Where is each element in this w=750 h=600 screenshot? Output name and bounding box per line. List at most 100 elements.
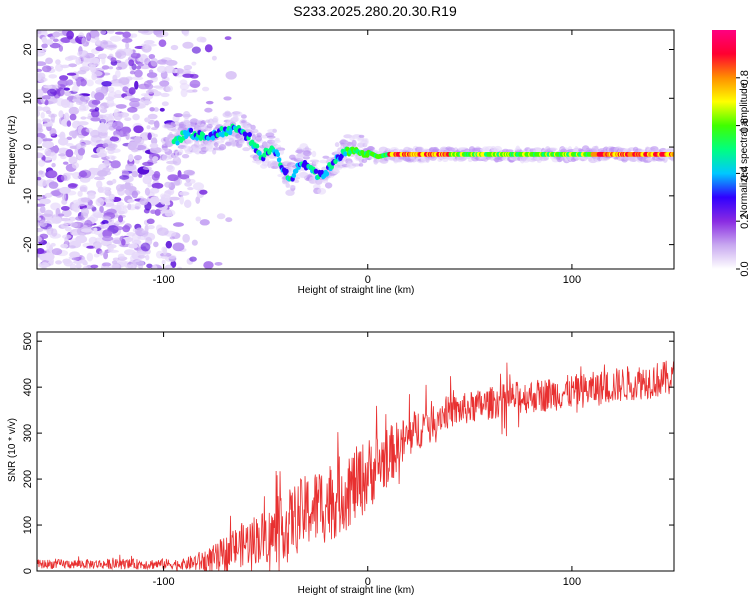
spectrogram-noise-blob (37, 119, 42, 124)
spectrogram-halo-blob (167, 125, 177, 131)
spectrogram-noise-blob (148, 53, 156, 60)
spectrogram-noise-blob (119, 175, 130, 180)
spectrogram-halo-blob (358, 163, 364, 167)
spectrogram-noise-blob (94, 36, 100, 41)
spectrogram-noise-blob (43, 252, 55, 261)
spectrogram-noise-blob (77, 190, 83, 197)
spectrogram-noise-blob (60, 205, 70, 211)
spectrogram-noise-blob (48, 181, 59, 189)
spectrogram-noise-blob (37, 173, 44, 178)
spectrogram-noise-blob (39, 233, 49, 240)
spectrogram-noise-blob (110, 263, 120, 269)
spectrogram-noise-blob (70, 222, 78, 228)
spectrogram-noise-blob (79, 78, 87, 87)
spectrogram-halo-blob (161, 154, 171, 161)
spectrogram-halo-blob (358, 134, 365, 138)
spectrogram-noise-blob (60, 64, 70, 69)
spectrogram-noise-blob (66, 120, 72, 127)
spectrogram-noise-blob (49, 128, 57, 137)
spectrogram-noise-blob (92, 241, 102, 250)
colorbar-tick-label: 0.0 (739, 261, 750, 276)
spectrogram-noise-blob (128, 59, 135, 67)
spectrogram-noise-blob (101, 262, 112, 267)
spectrogram-noise-blob (52, 31, 61, 38)
spectrogram-noise-blob (131, 141, 138, 148)
spectrogram-halo-blob (250, 124, 256, 130)
spectrogram-noise-blob (147, 113, 158, 120)
spectrogram-noise-blob (103, 251, 109, 260)
spectrogram-noise-blob (41, 95, 51, 100)
snr-y-tick-label: 300 (22, 424, 34, 442)
spectrogram-noise-blob (223, 96, 232, 101)
spectrogram-noise-blob (107, 91, 118, 100)
spectrogram-halo-blob (240, 114, 247, 119)
spectrogram-halo-blob (212, 116, 219, 123)
spectrogram-noise-blob (52, 38, 59, 43)
spectrogram-noise-blob (116, 51, 122, 59)
spectrogram-noise-blob (99, 205, 104, 214)
spectrogram-noise-blob (51, 84, 61, 88)
spectrogram-noise-blob (66, 101, 74, 109)
spectrogram-noise-blob (78, 259, 85, 264)
spectrogram-noise-blob (138, 173, 143, 178)
spectrogram-noise-blob (142, 175, 152, 185)
spectrogram-noise-blob (142, 100, 152, 105)
spectrogram-noise-blob (37, 89, 44, 98)
spectrogram-noise-blob (69, 251, 81, 259)
spectrogram-noise-blob (48, 245, 54, 253)
snr-y-tick-label: 0 (22, 568, 34, 574)
spectrogram-noise-blob (156, 59, 169, 65)
spectrogram-noise-blob (94, 92, 105, 101)
spectrogram-noise-blob (90, 264, 99, 269)
spectrogram-noise-blob (108, 103, 117, 107)
spectrogram-noise-blob (132, 113, 140, 121)
spectrogram-noise-blob (101, 65, 110, 70)
snr-x-ticks: -100 0 100 (153, 332, 581, 588)
spectrogram-noise-blob (122, 225, 131, 233)
spectrogram-noise-blob (152, 156, 159, 161)
spectrogram-noise-blob (37, 227, 44, 233)
spectrogram-noise-blob (37, 147, 45, 151)
spectrogram-noise-blob (50, 113, 56, 123)
snr-y-tick-label: 100 (22, 516, 34, 534)
spectrogram-noise-blob (121, 38, 133, 43)
spectrogram-halo-blob (505, 149, 514, 153)
spectrogram-halo-blob (160, 147, 170, 152)
spectrogram-noise-blob (149, 187, 160, 194)
spectrogram-noise-blob (99, 30, 107, 35)
spectrogram-noise-blob (162, 247, 168, 255)
spectrogram-noise-blob (148, 69, 154, 74)
spectrogram-noise-blob (125, 42, 130, 49)
colorbar-tick-label: 0.2 (739, 214, 750, 229)
spectrogram-trace-cell (247, 131, 252, 138)
spectrogram-noise-blob (153, 133, 158, 138)
spectrogram-halo-blob (288, 184, 296, 189)
spectrogram-noise-blob (182, 73, 194, 78)
spectrogram-noise-blob (151, 127, 158, 131)
spectrogram-halo-blob (447, 147, 456, 152)
spectrogram-noise-blob (95, 86, 107, 94)
spectrogram-noise-blob (58, 110, 64, 118)
spectrogram-halo-blob (183, 119, 191, 124)
spectrogram-noise-blob (183, 169, 195, 176)
spectrogram-trace-cell (343, 151, 348, 157)
spectrogram-noise-blob (62, 161, 69, 165)
spectrogram-noise-blob (75, 235, 88, 244)
spectrogram-halo-blob (178, 148, 184, 155)
spectrogram-halo-blob (317, 187, 327, 195)
spectrogram-noise-blob (161, 101, 169, 107)
snr-x-label: Height of straight line (km) (298, 585, 415, 596)
spectrogram-noise-blob (146, 125, 151, 130)
chart-title: S233.2025.280.20.30.R19 (293, 3, 457, 19)
spectrogram-noise-blob (139, 231, 149, 237)
spectrogram-trace-cell (291, 172, 297, 179)
spectrogram-noise-blob (97, 152, 107, 158)
spectrogram-noise-blob (86, 245, 96, 249)
spectrogram-noise-blob (177, 266, 183, 269)
spectrogram-noise-blob (76, 143, 82, 150)
spectrogram-noise-blob (46, 170, 58, 178)
spectrogram-noise-blob (204, 44, 213, 53)
spectrogram-noise-blob (143, 39, 155, 45)
spectrogram-noise-blob (37, 110, 41, 117)
